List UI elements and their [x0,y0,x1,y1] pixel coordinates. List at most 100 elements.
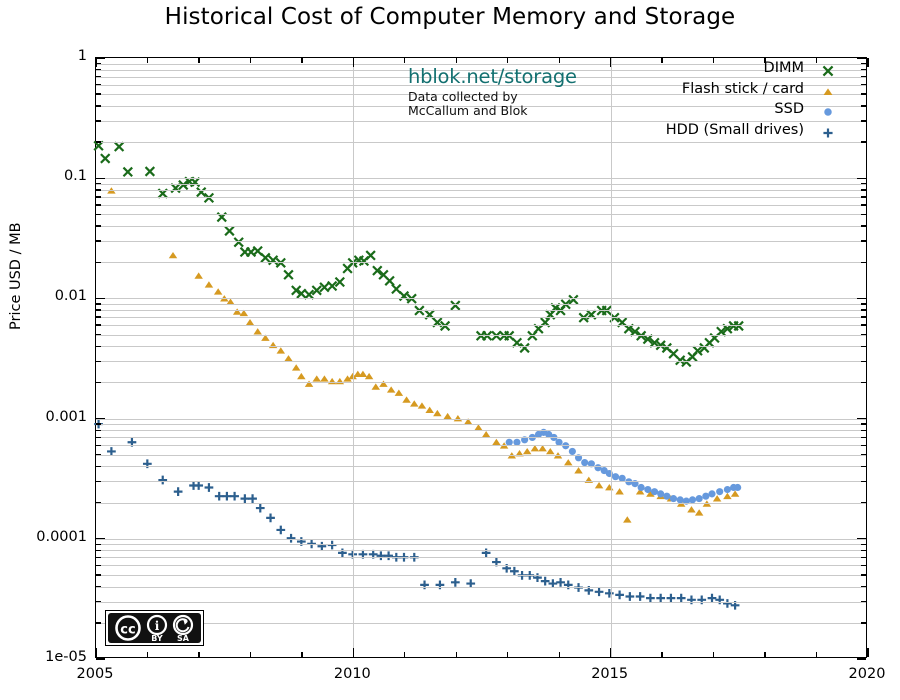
gridline-vertical [353,58,355,657]
y-axis-tick [861,75,866,78]
y-axis-tick-label: 0.0001 [36,528,87,545]
gridline-horizontal [96,189,866,191]
y-axis-tick [861,225,866,227]
x-axis-tick-label: 2020 [848,666,886,682]
series-dimm [93,140,744,368]
y-axis-tick [861,196,866,198]
y-axis-tick-label: 0.001 [45,408,87,425]
y-axis-tick [861,465,866,468]
x-axis-tick [301,58,303,63]
y-axis-tick [96,345,101,347]
y-axis-tick [96,360,101,362]
y-axis-tick [861,204,866,206]
gridline-horizontal [96,317,866,319]
x-axis-tick [867,648,869,657]
x-axis-tick [764,652,766,657]
cc-by-sa-license-badge[interactable]: cc i BY SA [105,610,204,646]
x-axis-tick [507,58,509,63]
y-axis-tick [861,444,866,446]
y-axis-tick [861,120,866,122]
y-axis-tick [96,105,101,107]
y-axis-tick [96,68,101,71]
source-annotation: hblok.net/storage Data collected by McCa… [408,65,577,118]
badge-glyphs: cc i BY SA [115,614,194,643]
gridline-horizontal [96,196,866,198]
y-axis-tick [96,303,101,305]
y-axis-tick [96,574,101,576]
legend-marker-circle-icon [820,104,836,118]
x-axis-tick [764,58,766,63]
x-axis-tick [815,58,818,63]
source-credit-line1: Data collected by [408,89,518,104]
gridline-horizontal [96,262,866,264]
y-axis-tick [861,600,866,603]
legend-item-hdd-small-drives[interactable]: HDD (Small drives) [632,122,840,143]
gridline-horizontal [96,310,866,312]
x-axis-tick [867,58,869,67]
y-axis-tick [96,83,101,86]
y-axis-tick [861,240,866,242]
legend-item-flash-stick-card[interactable]: Flash stick / card [632,81,840,102]
y-axis-tick [861,261,866,263]
gridline-vertical [610,58,612,657]
gridline-horizontal [96,437,866,439]
y-axis-tick [861,213,866,216]
x-axis-tick [712,652,715,657]
y-axis-tick [96,213,101,216]
x-axis-tick [661,58,663,63]
y-axis-tick [96,381,101,384]
legend-item-dimm[interactable]: DIMM [632,60,840,81]
series-hdd-small-drives [94,419,740,610]
legend-item-ssd[interactable]: SSD [632,101,840,122]
y-axis-tick [861,141,866,143]
legend-label: DIMM [763,60,804,76]
legend-marker-cross-icon [820,63,836,77]
gridline-horizontal [96,325,866,327]
y-axis-tick [861,549,866,552]
x-axis-tick [352,58,355,67]
data-marker-layer [93,140,744,610]
y-axis-tick [861,436,866,438]
y-axis-tick [96,480,101,483]
plot-area [93,57,869,660]
x-axis-tick-label: 2015 [591,666,629,682]
y-axis-tick [857,57,866,59]
legend-marker-triangle-icon [820,84,836,98]
x-axis-tick [558,58,560,63]
gridline-horizontal [96,557,866,559]
y-axis-tick [861,316,866,318]
gridline-horizontal [96,361,866,363]
gridline-horizontal [96,214,866,216]
source-website-link[interactable]: hblok.net/storage [408,65,577,88]
y-axis-tick-label: 0.01 [54,288,87,305]
x-axis-tick [95,648,97,657]
gridline-horizontal [96,63,866,65]
y-axis-tick [861,189,866,191]
gridline-horizontal [96,105,866,107]
y-axis-tick [861,423,866,425]
gridline-horizontal [96,84,866,86]
y-axis-tick [861,585,866,588]
y-axis-tick [96,564,101,567]
y-axis-tick [96,93,101,95]
gridline-horizontal [96,502,866,504]
x-axis-tick [507,652,509,657]
y-axis-tick [96,57,105,59]
x-axis-tick [455,58,457,63]
y-axis-tick [96,454,101,456]
gridline-horizontal [96,430,866,432]
x-axis-tick [712,58,715,63]
y-axis-tick [857,538,866,540]
y-axis-tick [857,658,866,660]
y-axis-tick [96,240,101,242]
y-axis-tick [96,141,101,143]
gridline-horizontal [96,334,866,336]
badge-by-text: BY [151,634,163,643]
y-axis-tick [861,345,866,347]
y-axis-tick [96,297,105,300]
y-axis-tick [861,574,866,576]
x-axis-tick [95,58,97,67]
chart-legend: DIMM Flash stick / card SSD HDD (Small driv… [632,60,840,142]
y-axis-tick [96,189,101,191]
y-axis-tick [861,360,866,362]
